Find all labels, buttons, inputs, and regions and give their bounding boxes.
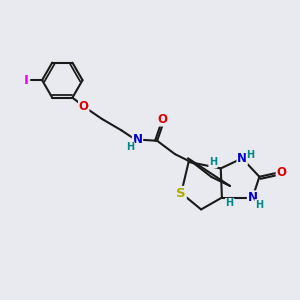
Text: O: O <box>79 100 89 113</box>
Text: H: H <box>226 199 234 208</box>
Text: H: H <box>209 158 217 167</box>
Text: S: S <box>176 187 186 200</box>
Text: I: I <box>24 74 28 87</box>
Text: H: H <box>255 200 263 210</box>
Text: O: O <box>157 113 167 126</box>
Text: N: N <box>133 134 142 146</box>
Text: H: H <box>126 142 134 152</box>
Text: O: O <box>276 166 286 179</box>
Text: H: H <box>246 150 254 161</box>
Text: N: N <box>248 191 257 204</box>
Text: N: N <box>237 152 247 165</box>
